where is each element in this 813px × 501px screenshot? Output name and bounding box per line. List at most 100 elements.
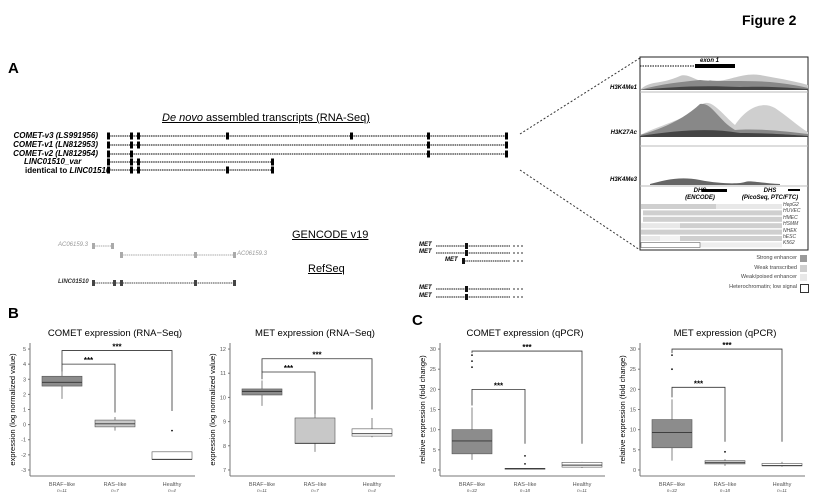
outlier-point [524,463,526,465]
exon-label: exon 1 [700,58,720,64]
significance-bracket [61,363,116,413]
chromatin-state [716,204,782,209]
exon [130,141,133,149]
exon [130,166,133,174]
exon [233,252,236,258]
boxplot-chart: COMET expression (RNA−Seq) expression (lo… [8,328,195,493]
transcript-label-identical: identical to LINC01510 [25,166,110,175]
category-label: Healthy [163,482,182,488]
identical-prefix: identical to [25,166,70,175]
y-tick-label: 10 [430,428,436,434]
y-tick-label: 20 [630,387,636,393]
chart-title: MET expression (RNA−Seq) [255,328,375,339]
y-tick-label: 25 [430,367,436,373]
significance-label: *** [694,379,704,388]
chromatin-state [700,242,782,248]
dhs-encode-label: DHS (ENCODE) [680,188,720,202]
n-label: n=18 [520,488,531,493]
y-tick-label: 3 [23,377,26,383]
h3k27ac-peak [640,130,808,137]
y-tick-label: 10 [220,395,226,401]
category-label: RAS−like [714,482,737,488]
chromatin-state [643,210,782,216]
box [351,428,393,437]
category-label: BRAF−like [49,482,75,488]
transcript-label: COMET-v1 (LN812953) [13,140,98,149]
y-tick-label: 9 [223,420,226,426]
category-label: RAS−like [104,482,127,488]
y-tick-label: -1 [21,438,26,444]
outlier-point [671,368,673,371]
y-axis-label: relative expression (fold change) [418,355,427,464]
exon [271,166,274,174]
significance-label: *** [722,341,732,350]
box [451,429,493,455]
chromatin-state [680,223,782,229]
outlier-point [471,366,473,369]
box [151,451,193,460]
denovo-title-rest: assembled transcripts (RNA-Seq) [202,112,370,124]
exon [505,132,508,140]
exon [465,250,468,256]
transcript-label: LINC01510_var [24,157,82,166]
y-tick-label: 5 [433,448,436,454]
gene-track-diagram [92,56,809,300]
exon [107,132,110,140]
significance-bracket [61,350,173,412]
dhs-encode-bar [702,189,727,192]
identical-gene: LINC01510 [69,166,111,175]
chromatin-state [660,236,680,241]
gene-label-met: MET [445,257,458,263]
y-tick-label: 0 [433,468,436,474]
outlier-point [171,429,173,432]
cell-line-label: HepG2 [783,202,799,208]
outlier-point [524,454,526,457]
significance-bracket [671,386,726,442]
category-label: BRAF−like [249,482,275,488]
n-label: n=11 [57,488,67,493]
exon [194,252,197,258]
track-label: H3K4Me1 [609,85,637,91]
legend-swatch [800,284,809,294]
panel-label-a: A [8,60,19,77]
y-tick-label: 2 [23,392,26,398]
exon [350,132,353,140]
y-tick-label: 0 [633,468,636,474]
exon-1-bar [695,64,735,68]
figure-title: Figure 2 [742,12,797,28]
transcript-label: COMET-v2 (LN812954) [13,149,98,158]
exon [130,150,133,158]
n-label: n=11 [577,488,587,493]
exon [427,132,430,140]
denovo-title: De novo assembled transcripts (RNA-Seq) [162,112,370,124]
y-axis-label: relative expression (fold change) [618,355,627,464]
y-tick-label: 20 [430,387,436,393]
exon [427,150,430,158]
exon [226,132,229,140]
exon [107,166,110,174]
exon [137,132,140,140]
legend-label: Weak transcribed [754,264,797,271]
dhs-picoseq-bar [788,189,800,191]
chromatin-state [641,236,660,241]
outlier-point [471,354,473,356]
y-tick-label: 8 [223,444,226,450]
legend-swatch [800,274,807,282]
n-label: n=18 [720,488,731,493]
cell-line-label: hESC [783,234,797,240]
chart-title: MET expression (qPCR) [674,328,777,339]
y-tick-label: 30 [430,347,436,353]
box [41,375,83,387]
exon [226,166,229,174]
dhs-line: DHS [693,188,707,194]
y-tick-label: 4 [23,362,26,368]
exon [137,166,140,174]
n-label: n=32 [667,488,678,493]
category-label: BRAF−like [459,482,485,488]
exon [92,280,95,286]
y-tick-label: 30 [630,347,636,353]
exon [107,141,110,149]
category-label: RAS−like [304,482,327,488]
y-tick-label: 5 [633,448,636,454]
y-tick-label: 7 [223,468,226,474]
